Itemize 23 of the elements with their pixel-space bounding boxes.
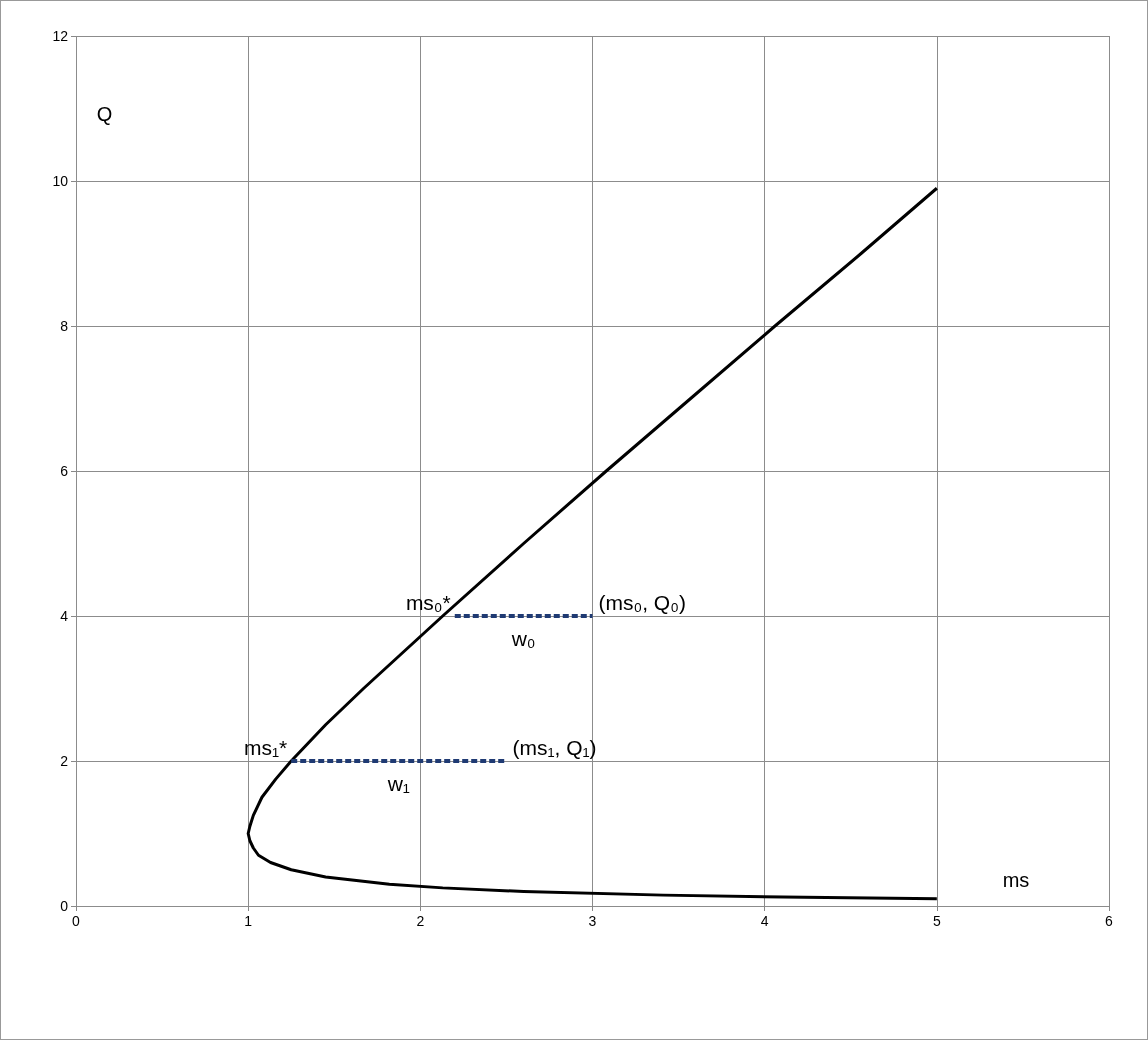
x-axis-title: ms — [1002, 868, 1030, 891]
y-tick-label: 6 — [60, 463, 69, 479]
y-tick-label: 4 — [60, 608, 69, 624]
annotation: w₀ — [510, 626, 536, 650]
y-tick-label: 8 — [60, 318, 69, 334]
y-tick-label: 2 — [60, 753, 69, 769]
x-tick-label: 2 — [416, 913, 425, 929]
x-tick-label: 0 — [72, 913, 81, 929]
y-tick-label: 0 — [60, 898, 69, 914]
x-tick-label: 5 — [932, 913, 941, 929]
annotation: (ms₀, Q₀) — [598, 590, 686, 614]
line-series — [246, 186, 939, 901]
x-tick-label: 1 — [244, 913, 253, 929]
y-axis-title: Q — [96, 103, 113, 126]
annotation: ms₀* — [405, 590, 451, 614]
annotation: ms₁* — [243, 735, 288, 759]
y-tick-label: 12 — [52, 28, 69, 44]
x-tick-label: 6 — [1105, 913, 1114, 929]
x-tick-label: 3 — [588, 913, 597, 929]
y-tick-label: 10 — [52, 173, 69, 189]
annotation: w₁ — [386, 771, 410, 795]
annotation: (ms₁, Q₁) — [512, 735, 597, 759]
x-tick-label: 4 — [760, 913, 769, 929]
